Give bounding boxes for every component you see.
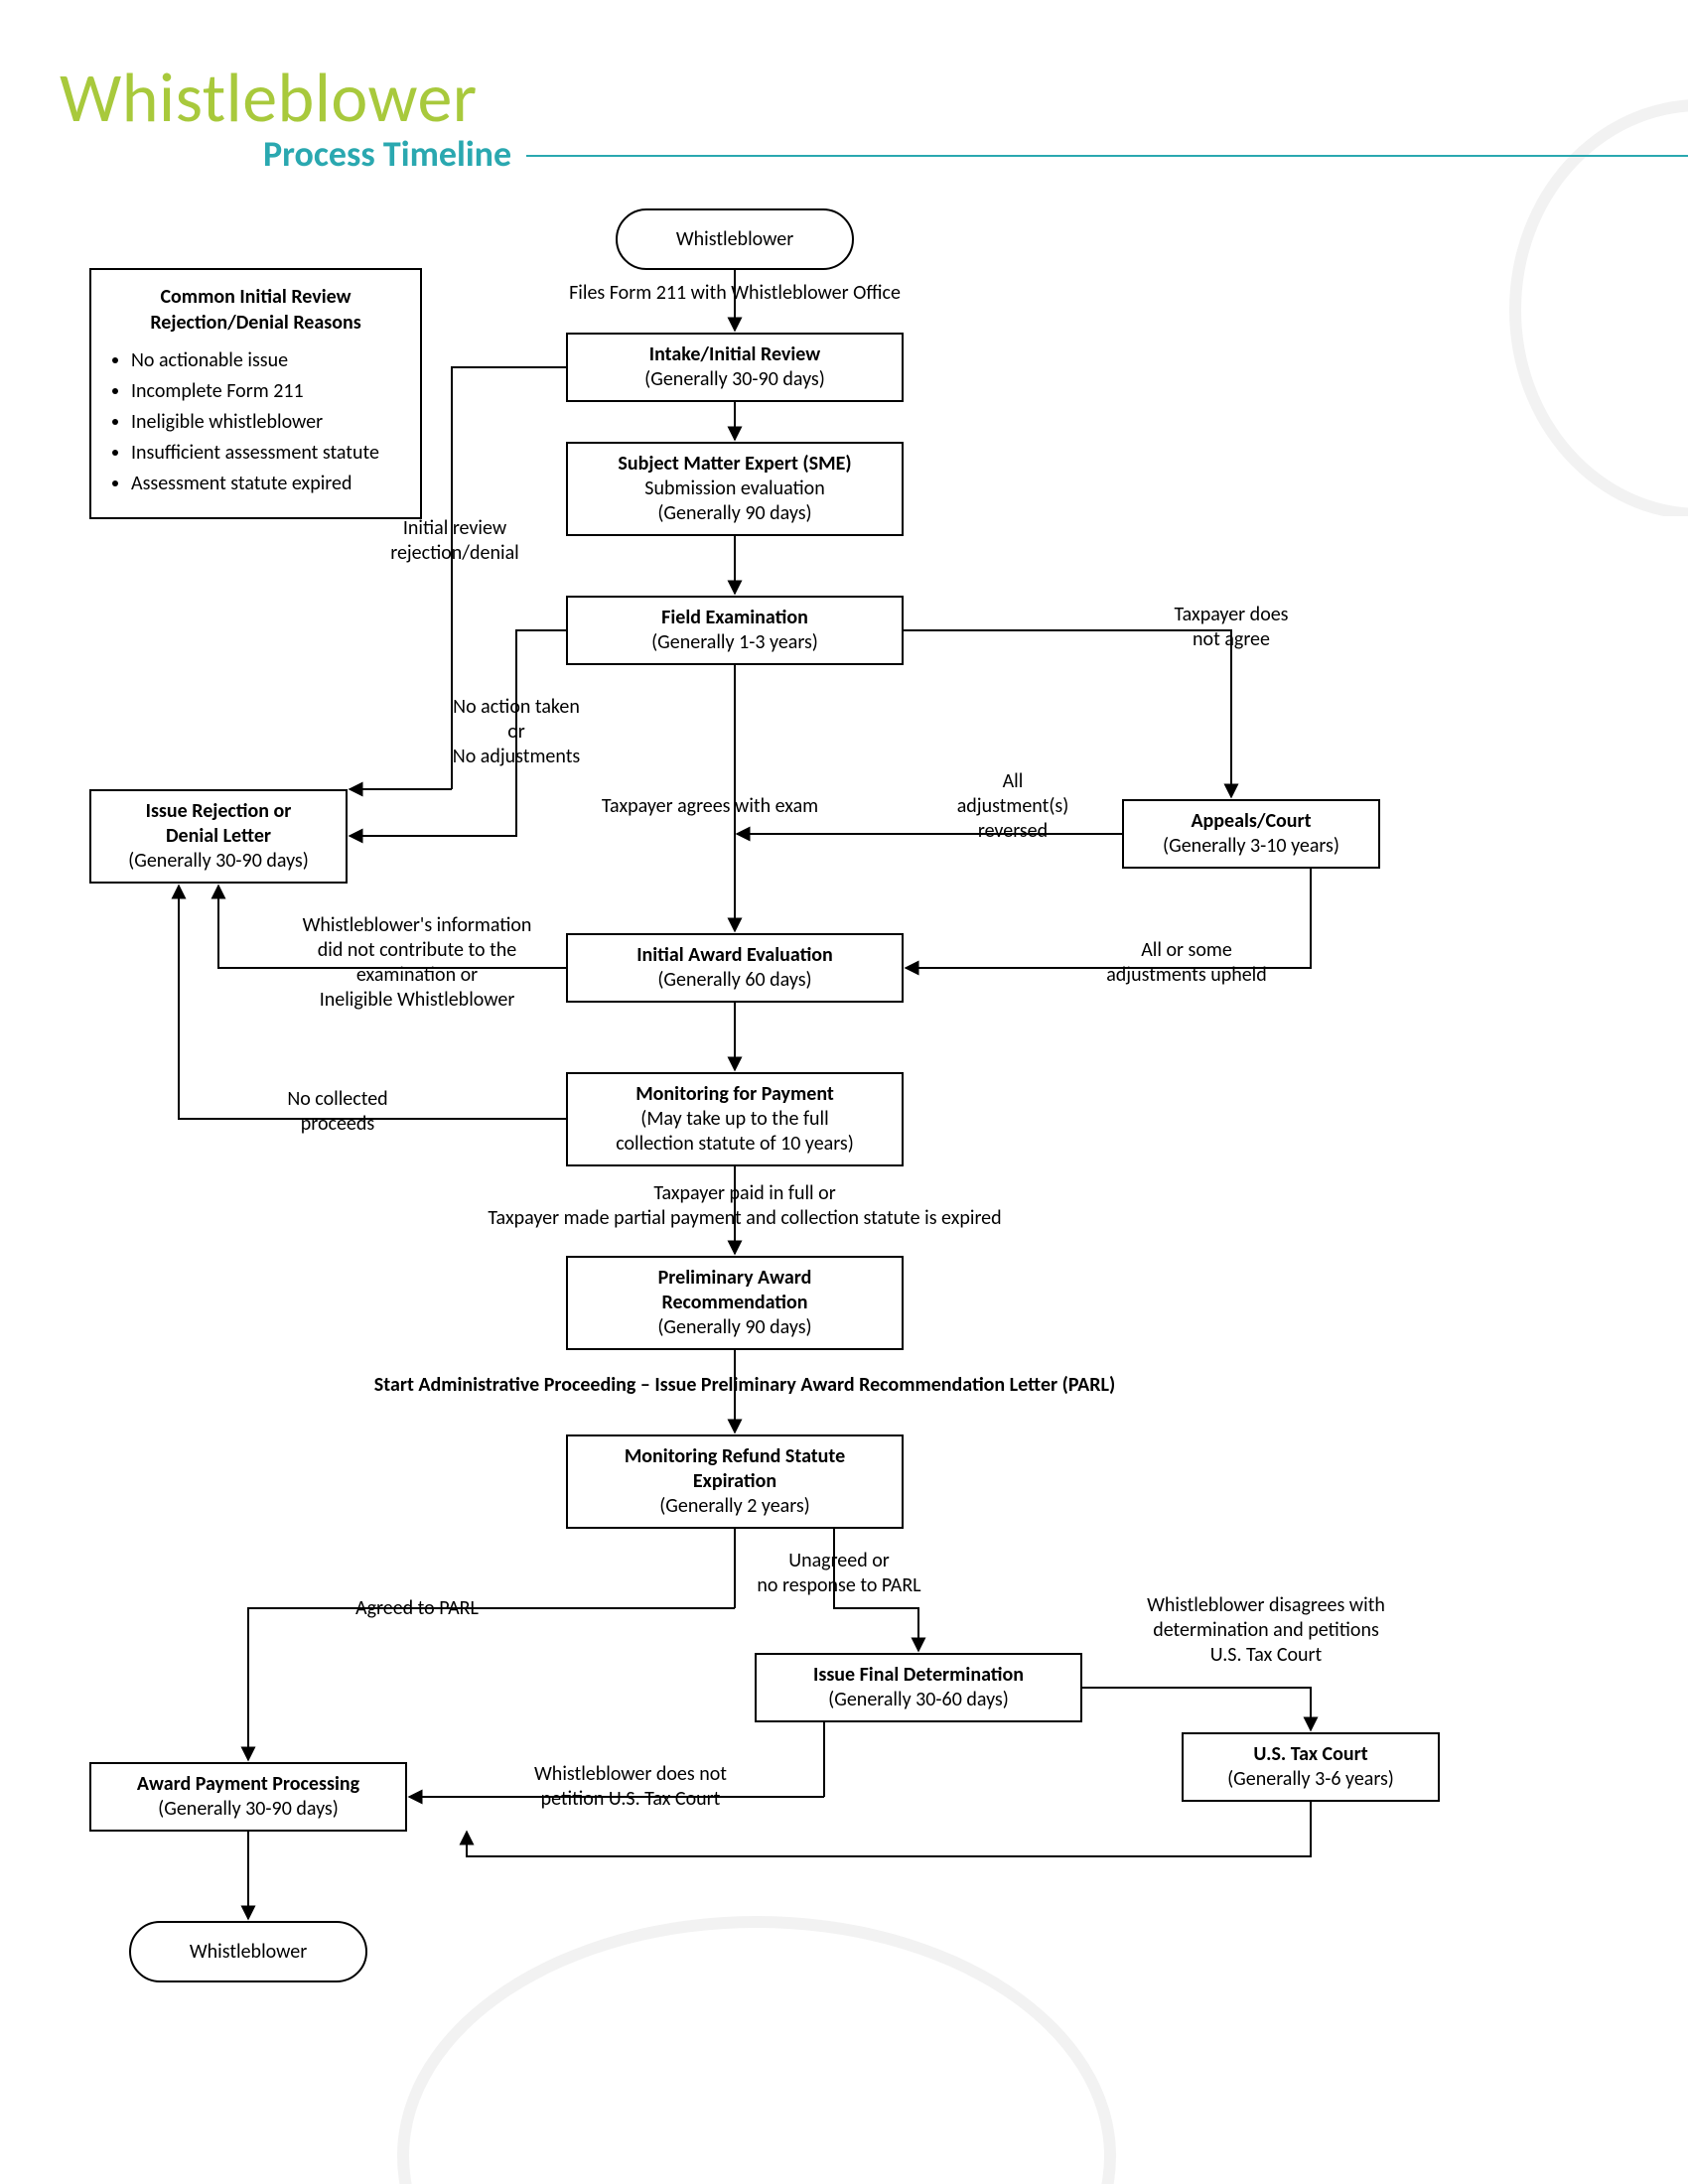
node-sub: Submission evaluation — [644, 477, 824, 501]
node-title: Award Payment Processing — [137, 1772, 359, 1797]
node-whistleblower-start: Whistleblower — [616, 208, 854, 270]
node-title: Appeals/Court — [1191, 809, 1311, 834]
reason-item: Assessment statute expired — [131, 469, 402, 499]
node-title: Preliminary Award — [658, 1266, 812, 1291]
label-start-admin: Start Administrative Proceeding – Issue … — [308, 1373, 1182, 1398]
node-title: Monitoring for Payment — [635, 1082, 834, 1107]
reasons-list: No actionable issue Incomplete Form 211 … — [109, 345, 402, 499]
label-agreed-parl: Agreed to PARL — [328, 1596, 506, 1621]
node-sub: (Generally 60 days) — [657, 968, 811, 993]
node-title: Field Examination — [661, 606, 808, 630]
node-title: Issue Final Determination — [813, 1663, 1024, 1688]
node-title: U.S. Tax Court — [1253, 1742, 1367, 1767]
node-refund-expiration: Monitoring Refund Statute Expiration (Ge… — [566, 1434, 904, 1529]
node-whistleblower-end: Whistleblower — [129, 1921, 367, 1982]
reason-item: Incomplete Form 211 — [131, 376, 402, 407]
node-title: Intake/Initial Review — [649, 342, 820, 367]
label-wb-disagrees: Whistleblower disagrees withdeterminatio… — [1107, 1593, 1425, 1668]
node-title: Subject Matter Expert (SME) — [618, 452, 851, 477]
node-field-exam: Field Examination (Generally 1-3 years) — [566, 596, 904, 665]
reasons-title: Common Initial Review Rejection/Denial R… — [109, 284, 402, 336]
label-unagreed: Unagreed orno response to PARL — [715, 1549, 963, 1598]
node-prelim-award: Preliminary Award Recommendation (Genera… — [566, 1256, 904, 1350]
label-wb-no-petition: Whistleblower does notpetition U.S. Tax … — [492, 1762, 770, 1812]
label-no-action: No action takenorNo adjustments — [422, 695, 611, 769]
node-sub: (Generally 1-3 years) — [651, 630, 818, 655]
label-no-proceeds: No collectedproceeds — [263, 1087, 412, 1137]
node-sub: (Generally 2 years) — [659, 1494, 810, 1519]
node-title: Issue Rejection or — [146, 799, 292, 824]
label-taxpayer-not-agree: Taxpayer doesnot agree — [1132, 603, 1331, 652]
label-some-upheld: All or someadjustments upheld — [1067, 938, 1306, 988]
page-title: Whistleblower — [60, 55, 478, 140]
label-taxpayer-agrees: Taxpayer agrees with exam — [571, 794, 849, 819]
node-sub: (Generally 3-10 years) — [1163, 834, 1339, 859]
node-sub: (May take up to the full — [640, 1107, 828, 1132]
node-sub: collection statute of 10 years) — [616, 1132, 854, 1157]
node-initial-award: Initial Award Evaluation (Generally 60 d… — [566, 933, 904, 1003]
node-sub: (Generally 90 days) — [657, 1315, 811, 1340]
node-appeals: Appeals/Court (Generally 3-10 years) — [1122, 799, 1380, 869]
node-title: Expiration — [693, 1469, 776, 1494]
reason-item: Insufficient assessment statute — [131, 438, 402, 469]
node-award-payment: Award Payment Processing (Generally 30-9… — [89, 1762, 407, 1832]
node-sub: (Generally 30-90 days) — [644, 367, 825, 392]
node-final-determination: Issue Final Determination (Generally 30-… — [755, 1653, 1082, 1722]
node-title: Whistleblower — [190, 1940, 307, 1965]
node-title: Monitoring Refund Statute — [625, 1444, 845, 1469]
title-rule — [526, 155, 1688, 157]
node-sub: (Generally 3-6 years) — [1227, 1767, 1394, 1792]
rejection-reasons-box: Common Initial Review Rejection/Denial R… — [89, 268, 422, 519]
node-sub: (Generally 30-90 days) — [128, 849, 309, 874]
node-title: Whistleblower — [676, 227, 793, 252]
node-monitoring-payment: Monitoring for Payment (May take up to t… — [566, 1072, 904, 1166]
node-title: Initial Award Evaluation — [636, 943, 833, 968]
label-all-reversed: Alladjustment(s)reversed — [928, 769, 1097, 844]
node-intake: Intake/Initial Review (Generally 30-90 d… — [566, 333, 904, 402]
label-paid-full: Taxpayer paid in full orTaxpayer made pa… — [437, 1181, 1053, 1231]
node-sub: (Generally 90 days) — [657, 501, 811, 526]
label-files-form: Files Form 211 with Whistleblower Office — [556, 281, 914, 306]
node-sub: (Generally 30-90 days) — [158, 1797, 339, 1822]
label-initial-review: Initial reviewrejection/denial — [365, 516, 544, 566]
deco-top-right — [1509, 99, 1688, 516]
node-sme: Subject Matter Expert (SME) Submission e… — [566, 442, 904, 536]
node-sub: (Generally 30-60 days) — [828, 1688, 1009, 1712]
label-wb-no-contrib: Whistleblower's informationdid not contr… — [263, 913, 571, 1013]
reason-item: Ineligible whistleblower — [131, 407, 402, 438]
node-tax-court: U.S. Tax Court (Generally 3-6 years) — [1182, 1732, 1440, 1802]
page-subtitle: Process Timeline — [263, 132, 511, 176]
node-rejection-letter: Issue Rejection or Denial Letter (Genera… — [89, 789, 348, 884]
node-title: Recommendation — [661, 1291, 807, 1315]
page: Whistleblower Process Timeline Common In… — [0, 0, 1688, 2184]
reason-item: No actionable issue — [131, 345, 402, 376]
node-title: Denial Letter — [166, 824, 271, 849]
deco-bottom — [328, 1916, 1221, 2184]
